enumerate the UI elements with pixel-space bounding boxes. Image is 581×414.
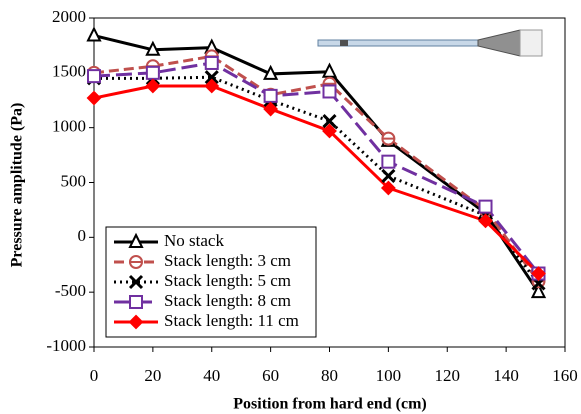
x-tick-label: 80 <box>321 366 338 385</box>
marker <box>129 255 144 269</box>
legend-label: Stack length: 11 cm <box>164 311 299 330</box>
marker <box>381 131 396 146</box>
legend-label: Stack length: 5 cm <box>164 271 291 290</box>
marker <box>86 90 102 106</box>
marker <box>322 84 337 99</box>
y-tick-label: 1500 <box>52 62 86 81</box>
marker <box>322 114 337 129</box>
legend-label: No stack <box>164 231 224 250</box>
y-tick-label: -1000 <box>46 336 86 355</box>
marker <box>128 232 144 248</box>
marker <box>530 282 547 299</box>
y-tick-label: 2000 <box>52 7 86 26</box>
marker <box>321 62 338 78</box>
x-tick-label: 100 <box>376 366 402 385</box>
horn <box>477 29 521 57</box>
marker <box>204 78 220 94</box>
legend-label: Stack length: 3 cm <box>164 251 291 270</box>
marker <box>478 213 493 229</box>
marker <box>263 101 279 117</box>
speaker <box>519 29 543 57</box>
marker <box>263 64 279 80</box>
marker <box>263 88 278 103</box>
marker <box>380 180 396 196</box>
x-tick-label: 140 <box>493 366 519 385</box>
marker <box>381 154 396 169</box>
x-axis-label: Position from hard end (cm) <box>233 396 426 413</box>
marker <box>478 199 493 214</box>
marker <box>204 70 219 85</box>
series-line <box>93 34 540 294</box>
marker <box>145 40 161 56</box>
marker <box>145 65 160 80</box>
y-tick-label: 0 <box>78 226 87 245</box>
tube-inset <box>317 29 543 57</box>
x-tick-label: 20 <box>144 366 161 385</box>
marker <box>128 314 144 330</box>
marker <box>531 266 546 281</box>
x-tick-label: 40 <box>203 366 220 385</box>
x-tick-label: 120 <box>435 366 461 385</box>
marker <box>145 78 161 94</box>
marker <box>322 123 337 139</box>
stack-icon <box>340 40 348 46</box>
y-tick-label: 500 <box>61 171 87 190</box>
marker <box>87 69 101 84</box>
y-tick-label: -500 <box>55 281 86 300</box>
marker <box>204 55 219 70</box>
marker <box>128 274 144 290</box>
x-tick-label: 0 <box>90 366 99 385</box>
marker <box>381 168 396 183</box>
marker <box>129 295 143 309</box>
x-tick-label: 160 <box>552 366 578 385</box>
legend-label: Stack length: 8 cm <box>164 291 291 310</box>
y-axis-label: Pressure amplitude (Pa) <box>9 103 26 268</box>
marker <box>86 26 102 42</box>
y-tick-label: 1000 <box>52 117 86 136</box>
series-line <box>93 61 540 275</box>
x-tick-label: 60 <box>262 366 279 385</box>
series-line <box>93 84 540 275</box>
